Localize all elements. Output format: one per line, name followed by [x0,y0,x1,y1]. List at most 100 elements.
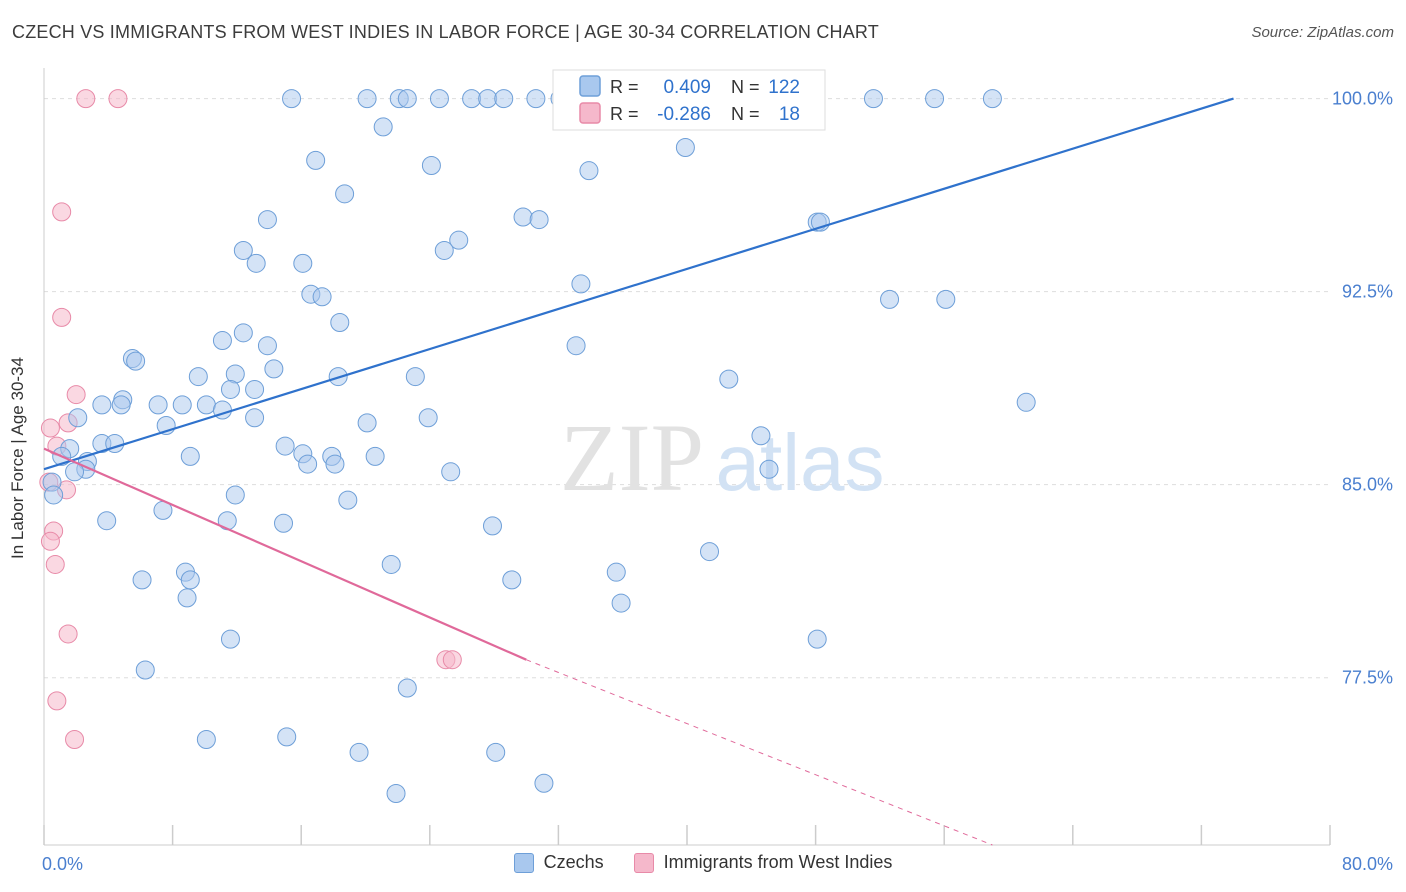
legend-r-value-immigrants: -0.286 [657,104,711,125]
data-point-czechs [126,351,146,371]
data-point-immigrants [66,385,86,405]
data-point-czechs [246,253,266,273]
data-point-czechs [97,511,117,531]
legend-r-label-czechs: R = [610,77,639,97]
data-point-czechs [482,516,502,536]
data-point-czechs [135,660,155,680]
legend-box-swatch-immigrants [579,102,601,124]
series-czechs-points [42,89,1036,804]
data-point-czechs [529,210,549,230]
data-point-czechs [421,156,441,176]
data-point-czechs [172,395,192,415]
data-point-czechs [275,436,295,456]
trend-line-immigrants [43,447,527,661]
legend-box-swatch-czechs [579,75,601,97]
data-point-czechs [566,336,586,356]
data-point-czechs [68,408,88,428]
data-point-czechs [277,727,297,747]
legend-n-label-czechs: N = [731,77,760,97]
trend-line-czechs [43,97,1234,471]
data-point-czechs [338,490,358,510]
legend-box: R = 0.409 N = 122 R = -0.286 N = 18 [552,69,826,131]
data-point-czechs [1016,392,1036,412]
legend-label-czechs: Czechs [543,852,604,872]
data-point-czechs [44,485,64,505]
legend-item-czechs[interactable]: Czechs [513,852,604,873]
data-point-czechs [180,570,200,590]
data-point-czechs [381,554,401,574]
data-point-czechs [298,454,318,474]
data-point-immigrants [65,729,85,749]
data-point-czechs [526,89,546,109]
y-tick-label: 77.5% [1342,668,1393,688]
data-point-czechs [365,446,385,466]
data-point-immigrants [58,624,78,644]
data-point-czechs [196,395,216,415]
data-point-czechs [925,89,945,109]
data-point-czechs [257,336,277,356]
data-point-czechs [306,150,326,170]
watermark-zip: ZIP [560,404,704,511]
tick-labels: 77.5% 85.0% 92.5% 100.0% 0.0% 80.0% [42,89,1393,874]
y-tick-label: 85.0% [1342,475,1393,495]
legend-n-value-czechs: 122 [768,77,800,98]
data-point-czechs [462,89,482,109]
data-point-czechs [357,89,377,109]
data-point-czechs [111,395,131,415]
data-point-czechs [312,287,332,307]
data-point-czechs [92,395,112,415]
data-point-immigrants [45,554,65,574]
data-point-czechs [418,408,438,428]
chart-title: CZECH VS IMMIGRANTS FROM WEST INDIES IN … [12,22,879,42]
legend-n-value-immigrants: 18 [779,104,800,125]
data-point-czechs [180,446,200,466]
data-point-czechs [264,359,284,379]
x-tick-label-min: 0.0% [42,854,83,874]
legend-n-label-immigrants: N = [731,104,760,124]
data-point-czechs [751,426,771,446]
data-point-czechs [397,89,417,109]
data-point-czechs [245,408,265,428]
data-point-czechs [233,323,253,343]
trend-lines [43,97,1234,846]
data-point-czechs [196,729,216,749]
data-point-czechs [177,588,197,608]
data-point-czechs [513,207,533,227]
legend-r-value-czechs: 0.409 [663,77,711,98]
data-point-czechs [807,629,827,649]
data-point-czechs [579,161,599,181]
data-point-czechs [132,570,152,590]
data-point-czechs [405,367,425,387]
data-point-czechs [397,678,417,698]
data-point-czechs [335,184,355,204]
series-immigrants-points [39,89,462,749]
data-point-czechs [357,413,377,433]
y-tick-label: 100.0% [1332,89,1393,109]
watermark-atlas: atlas [716,418,885,507]
data-point-immigrants [108,89,128,109]
axes [43,68,1331,846]
data-point-czechs [675,138,695,158]
data-point-czechs [700,542,720,562]
data-point-czechs [225,485,245,505]
watermark: ZIP atlas [560,404,884,511]
data-point-czechs [212,331,232,351]
data-point-czechs [494,89,514,109]
data-point-czechs [534,773,554,793]
data-point-czechs [257,210,277,230]
data-point-czechs [233,240,253,260]
data-point-czechs [441,462,461,482]
data-point-immigrants [47,691,67,711]
data-point-czechs [293,253,313,273]
data-point-czechs [719,369,739,389]
data-point-czechs [245,379,265,399]
legend-item-immigrants[interactable]: Immigrants from West Indies [633,852,892,873]
legend-swatch-czechs [513,852,534,873]
data-point-czechs [188,367,208,387]
trend-line-immigrants-extension [526,659,993,846]
data-point-czechs [220,379,240,399]
data-point-immigrants [40,531,60,551]
legend-r-label-immigrants: R = [610,104,639,124]
data-point-czechs [349,742,369,762]
